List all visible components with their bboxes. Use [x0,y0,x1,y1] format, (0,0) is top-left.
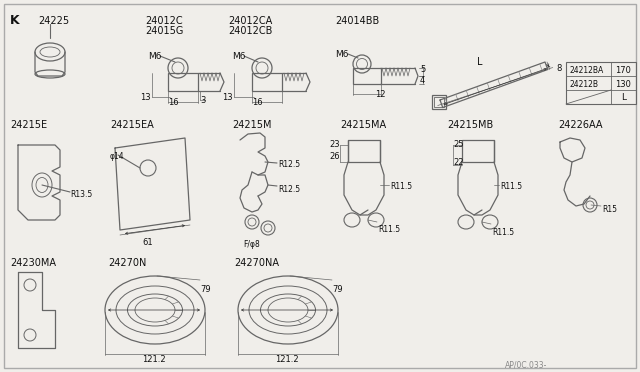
Text: L: L [477,57,483,67]
Text: 121.2: 121.2 [142,355,166,364]
Bar [353,68,381,84]
Text: 13: 13 [222,93,232,102]
Text: 170: 170 [616,66,632,75]
Text: 24270N: 24270N [108,258,147,268]
Bar [168,73,198,91]
Text: R11.5: R11.5 [492,228,514,237]
Text: 12: 12 [375,90,385,99]
Text: 24012CB: 24012CB [228,26,273,36]
Text: 24215E: 24215E [10,120,47,130]
Text: 24230MA: 24230MA [10,258,56,268]
Text: 24270NA: 24270NA [234,258,279,268]
Text: R15: R15 [602,205,617,214]
Bar [348,140,380,162]
Text: 23: 23 [330,140,340,149]
Bar [252,73,282,91]
Bar [566,62,636,104]
Text: R11.5: R11.5 [378,225,400,234]
Text: 121.2: 121.2 [275,355,299,364]
Text: 24215EA: 24215EA [110,120,154,130]
Text: 79: 79 [200,285,211,294]
Bar [434,97,444,107]
Text: 16: 16 [168,98,179,107]
Text: R12.5: R12.5 [278,185,300,194]
Text: φ14: φ14 [110,152,125,161]
Text: 24212B: 24212B [570,80,599,89]
Text: 24215MB: 24215MB [447,120,493,130]
Text: K: K [10,14,20,27]
Text: F/φ8: F/φ8 [244,240,260,249]
Text: 79: 79 [332,285,342,294]
Text: AP/0C.033-: AP/0C.033- [505,360,547,369]
Text: 24012CA: 24012CA [228,16,272,26]
Text: 13: 13 [140,93,150,102]
Text: 24226AA: 24226AA [558,120,602,130]
Text: 24015G: 24015G [145,26,184,36]
Text: 24225: 24225 [38,16,69,26]
Text: M6: M6 [148,52,161,61]
Text: R12.5: R12.5 [278,160,300,169]
Text: 24215M: 24215M [232,120,271,130]
Bar [432,95,446,109]
Text: 24012C: 24012C [145,16,182,26]
Text: M6: M6 [335,50,349,59]
Text: 5: 5 [420,65,425,74]
Text: 8: 8 [556,64,561,73]
Text: 24215MA: 24215MA [340,120,386,130]
Text: 61: 61 [143,238,154,247]
Bar [462,140,494,162]
Text: R11.5: R11.5 [390,182,412,191]
Text: 22: 22 [453,158,463,167]
Text: R11.5: R11.5 [500,182,522,191]
Text: 4: 4 [420,76,425,85]
Text: R13.5: R13.5 [70,190,92,199]
Text: 24014BB: 24014BB [335,16,380,26]
Text: 130: 130 [616,80,632,89]
Text: M6: M6 [232,52,246,61]
Text: L: L [621,93,626,102]
Text: 26: 26 [330,152,340,161]
Text: 25: 25 [453,140,463,149]
Text: 16: 16 [252,98,262,107]
Text: 24212BA: 24212BA [570,66,604,75]
Text: 3: 3 [200,96,205,105]
